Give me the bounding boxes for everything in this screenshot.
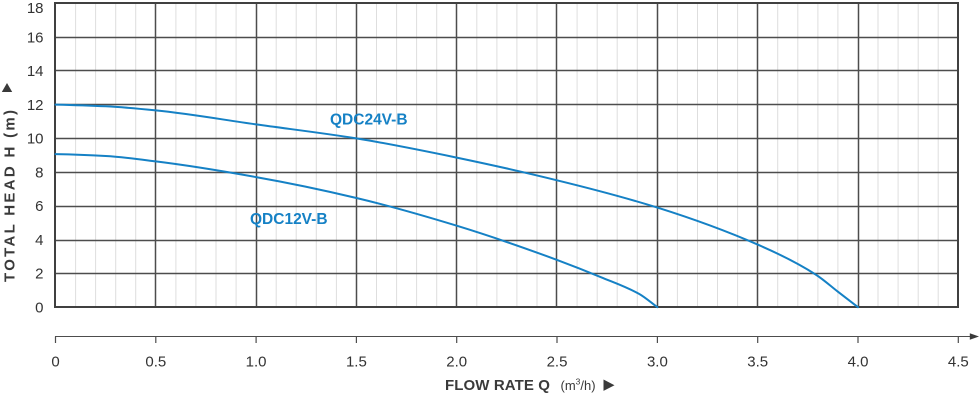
svg-text:1.0: 1.0 xyxy=(246,354,267,371)
svg-text:(m3/h): (m3/h) xyxy=(561,377,596,394)
svg-text:2.0: 2.0 xyxy=(446,354,467,371)
svg-text:6: 6 xyxy=(35,198,43,215)
svg-text:1.5: 1.5 xyxy=(346,354,367,371)
svg-text:4.5: 4.5 xyxy=(948,354,969,371)
svg-text:16: 16 xyxy=(27,29,44,46)
svg-text:QDC24V-B: QDC24V-B xyxy=(330,112,408,129)
svg-text:14: 14 xyxy=(27,63,44,80)
svg-text:QDC12V-B: QDC12V-B xyxy=(250,211,328,228)
svg-text:FLOW RATE Q: FLOW RATE Q xyxy=(445,377,550,394)
svg-text:0: 0 xyxy=(35,299,43,316)
svg-text:8: 8 xyxy=(35,164,43,181)
svg-text:0: 0 xyxy=(51,354,59,371)
svg-text:12: 12 xyxy=(27,97,44,114)
svg-text:TOTAL HEAD H (m): TOTAL HEAD H (m) xyxy=(2,108,19,282)
svg-text:3.5: 3.5 xyxy=(747,354,768,371)
svg-text:4.0: 4.0 xyxy=(848,354,869,371)
svg-text:2: 2 xyxy=(35,266,43,283)
svg-text:18: 18 xyxy=(27,0,44,17)
svg-text:2.5: 2.5 xyxy=(547,354,568,371)
svg-text:10: 10 xyxy=(27,131,44,148)
svg-text:0.5: 0.5 xyxy=(145,354,166,371)
svg-text:4: 4 xyxy=(35,232,43,249)
svg-text:3.0: 3.0 xyxy=(647,354,668,371)
